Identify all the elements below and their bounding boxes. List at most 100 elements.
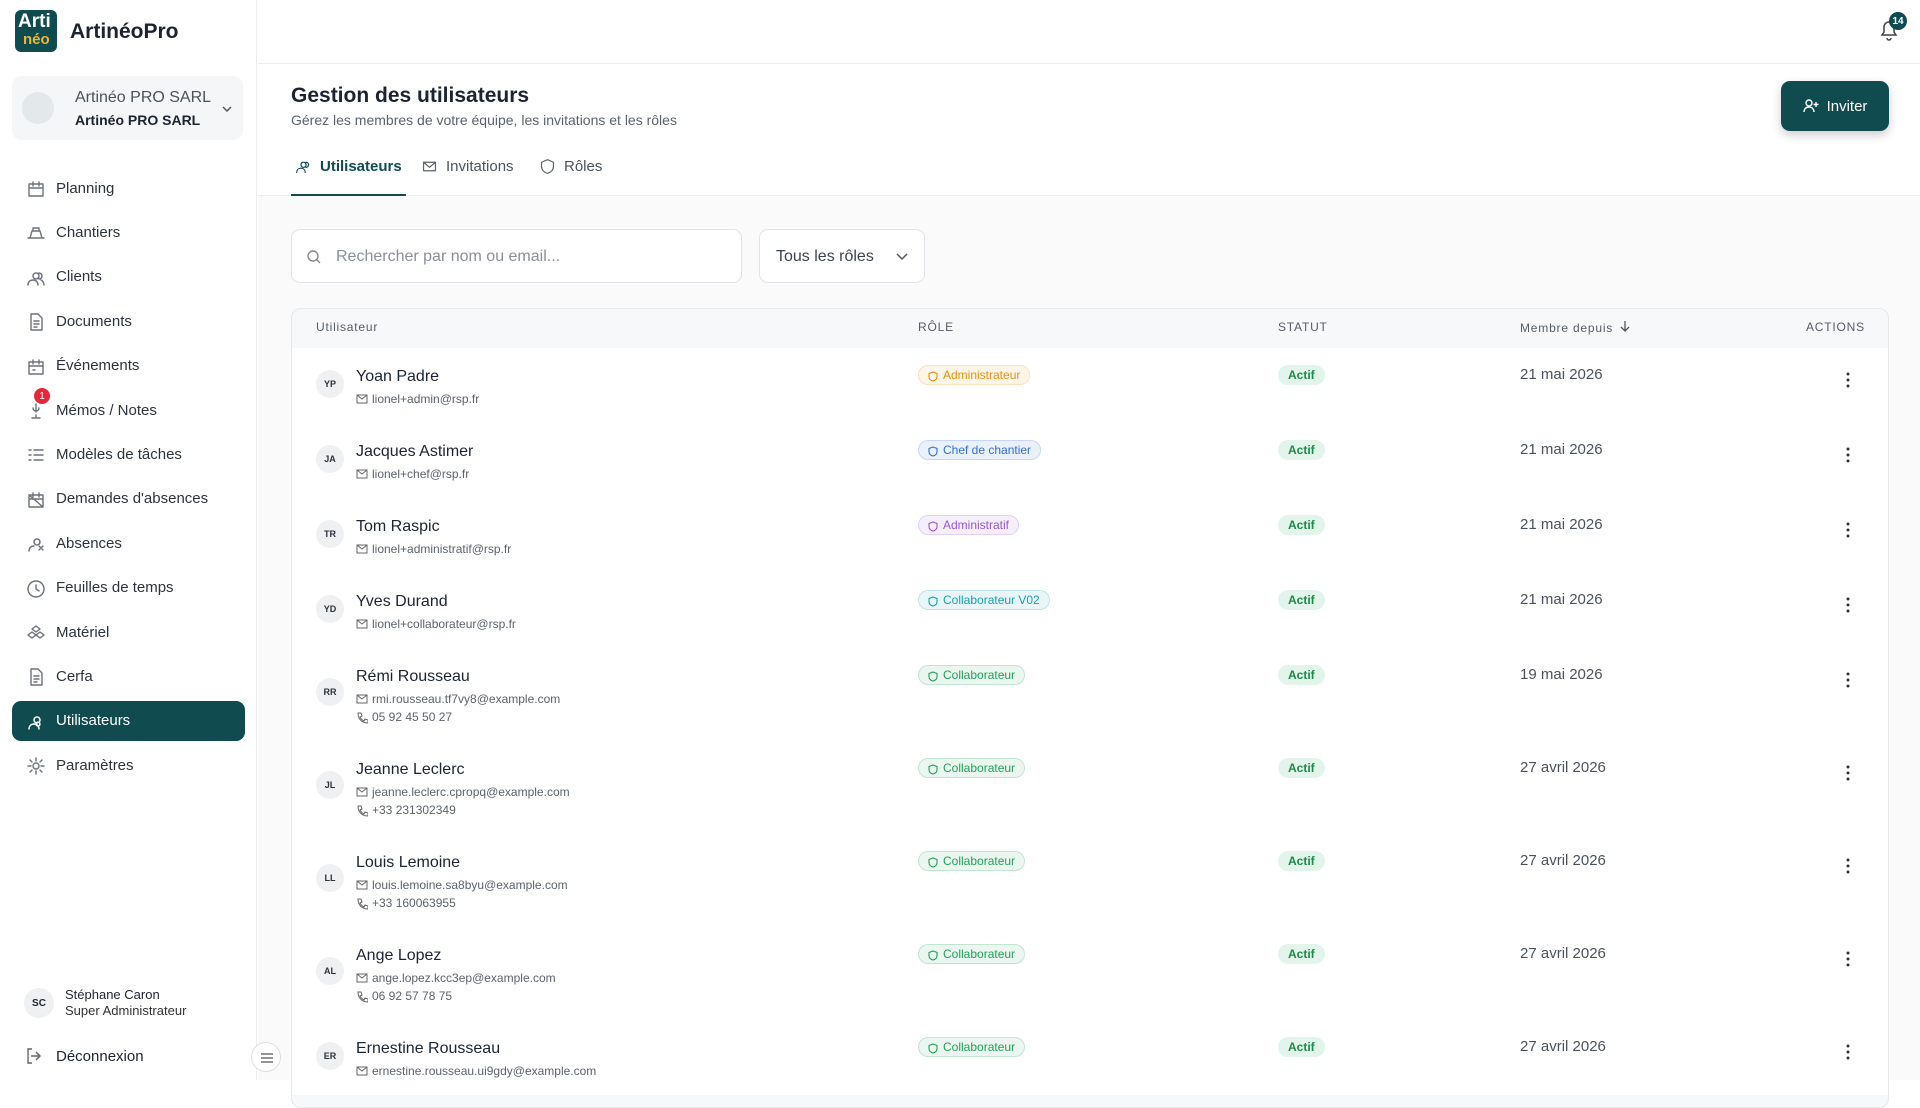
nav-item[interactable]: Matériel bbox=[12, 612, 245, 652]
nav-item[interactable]: Feuilles de temps bbox=[12, 568, 245, 608]
user-avatar: SC bbox=[24, 988, 54, 1018]
row-actions[interactable] bbox=[1838, 595, 1858, 615]
column-header: RÔLE bbox=[918, 320, 954, 334]
role-filter[interactable]: Tous les rôles bbox=[759, 229, 925, 283]
search-input[interactable]: Rechercher par nom ou email... bbox=[291, 229, 742, 283]
row-actions[interactable] bbox=[1838, 520, 1858, 540]
nav-icon bbox=[28, 538, 44, 552]
nav-label: Demandes d'absences bbox=[56, 490, 209, 508]
chevron bbox=[222, 106, 232, 113]
invite-button[interactable]: Inviter bbox=[1781, 81, 1889, 131]
status-badge: Actif bbox=[1278, 665, 1325, 685]
collapse-button[interactable] bbox=[251, 1042, 281, 1072]
nav-item[interactable]: Cerfa bbox=[12, 656, 245, 696]
nav-icon bbox=[28, 492, 44, 508]
nav-item[interactable]: Demandes d'absences bbox=[12, 479, 245, 519]
tab[interactable]: Utilisateurs bbox=[291, 158, 406, 196]
user-email: rmi.rousseau.tf7vy8@example.com bbox=[356, 692, 560, 706]
column-header: Membre depuis bbox=[1520, 320, 1631, 335]
user-name: Louis Lemoine bbox=[356, 854, 461, 871]
more-icon bbox=[1846, 1044, 1850, 1060]
user-name: Jeanne Leclerc bbox=[356, 761, 465, 778]
user-phone: +33 160063955 bbox=[356, 896, 456, 910]
member-since: 19 mai 2026 bbox=[1520, 666, 1603, 683]
role-badge: Collaborateur bbox=[918, 665, 1026, 685]
more-icon bbox=[1846, 672, 1850, 688]
tab[interactable]: Rôles bbox=[535, 158, 606, 196]
mail-icon bbox=[356, 619, 368, 629]
row-actions[interactable] bbox=[1838, 856, 1858, 876]
phone-icon bbox=[357, 805, 368, 817]
logo: Arti néo bbox=[15, 10, 57, 52]
nav-item[interactable]: Documents bbox=[12, 301, 245, 341]
nav-icon bbox=[27, 757, 45, 775]
user-email: jeanne.leclerc.cpropq@example.com bbox=[356, 785, 570, 799]
row-actions[interactable] bbox=[1838, 949, 1858, 969]
topbar: 14 bbox=[258, 0, 1920, 64]
status-badge: Actif bbox=[1278, 1037, 1325, 1057]
nav-icon bbox=[27, 272, 45, 286]
status-badge: Actif bbox=[1278, 440, 1325, 460]
role-badge: Collaborateur bbox=[918, 1037, 1026, 1057]
table-row: TR Tom Raspic lionel+administratif@rsp.fr A… bbox=[292, 498, 1888, 573]
role-badge: Administratif bbox=[918, 515, 1020, 535]
user-email: lionel+admin@rsp.fr bbox=[356, 392, 479, 406]
role-badge: Collaborateur V02 bbox=[918, 590, 1050, 610]
table-row: JA Jacques Astimer lionel+chef@rsp.fr Chef … bbox=[292, 423, 1888, 498]
invite-icon bbox=[1802, 99, 1819, 113]
nav-item[interactable]: Mémos / Notes 1 bbox=[12, 388, 245, 430]
nav-label: Événements bbox=[56, 357, 140, 375]
nav-item[interactable]: Chantiers bbox=[12, 212, 245, 252]
user-name: Tom Raspic bbox=[356, 518, 440, 535]
nav-item[interactable]: Planning bbox=[12, 168, 245, 208]
nav-item[interactable]: Paramètres bbox=[12, 745, 245, 785]
avatar: JA bbox=[316, 445, 344, 473]
nav-item[interactable]: Événements bbox=[12, 346, 245, 386]
logout[interactable]: Déconnexion bbox=[24, 1046, 144, 1066]
notifications[interactable]: 14 bbox=[1878, 12, 1907, 47]
row-actions[interactable] bbox=[1838, 445, 1858, 465]
row-actions[interactable] bbox=[1838, 1042, 1858, 1062]
nav-icon bbox=[27, 227, 45, 240]
row-actions[interactable] bbox=[1838, 763, 1858, 783]
role-badge: Chef de chantier bbox=[918, 440, 1042, 460]
mail-icon bbox=[356, 880, 368, 890]
row-actions[interactable] bbox=[1838, 370, 1858, 390]
shield-icon bbox=[928, 950, 938, 961]
shield-icon bbox=[928, 596, 938, 607]
table-row: AL Ange Lopez ange.lopez.kcc3ep@example.co… bbox=[292, 927, 1888, 1020]
nav-icon bbox=[28, 358, 44, 375]
user-phone: 06 92 57 78 75 bbox=[356, 989, 452, 1003]
more-icon bbox=[1846, 522, 1850, 538]
nav-label: Documents bbox=[56, 312, 132, 330]
mail-icon bbox=[356, 544, 368, 554]
more-icon bbox=[1846, 372, 1850, 388]
member-since: 27 avril 2026 bbox=[1520, 852, 1606, 869]
table-row: ER Ernestine Rousseau ernestine.rousseau.u… bbox=[292, 1020, 1888, 1095]
search-icon bbox=[307, 250, 321, 264]
member-since: 27 avril 2026 bbox=[1520, 945, 1606, 962]
page: Arti néo ArtinéoPro Artinéo PRO SARL Art… bbox=[12, 0, 1920, 1108]
nav-item[interactable]: Clients bbox=[12, 257, 245, 297]
mail-icon bbox=[356, 394, 368, 404]
tab[interactable]: Invitations bbox=[417, 158, 518, 196]
role-badge: Administrateur bbox=[918, 365, 1031, 385]
column-header: Utilisateur bbox=[316, 320, 379, 334]
nav-label: Mémos / Notes bbox=[56, 401, 157, 419]
row-actions[interactable] bbox=[1838, 670, 1858, 690]
nav-item[interactable]: Absences bbox=[12, 523, 245, 563]
chevron bbox=[896, 253, 908, 261]
company-switcher[interactable]: Artinéo PRO SARL Artinéo PRO SARL bbox=[12, 76, 243, 140]
nav-label: Feuilles de temps bbox=[56, 579, 174, 597]
logout-label: Déconnexion bbox=[56, 1047, 144, 1065]
nav-label: Planning bbox=[56, 179, 115, 197]
nav-item[interactable]: Utilisateurs bbox=[12, 700, 245, 741]
user-email: lionel+administratif@rsp.fr bbox=[356, 542, 511, 556]
nav-label: Modèles de tâches bbox=[56, 445, 182, 463]
member-since: 21 mai 2026 bbox=[1520, 591, 1603, 608]
member-since: 27 avril 2026 bbox=[1520, 1038, 1606, 1055]
tab-label: Rôles bbox=[564, 158, 603, 175]
shield-icon bbox=[928, 1043, 938, 1054]
user-email: ange.lopez.kcc3ep@example.com bbox=[356, 971, 556, 985]
nav-item[interactable]: Modèles de tâches bbox=[12, 434, 245, 474]
